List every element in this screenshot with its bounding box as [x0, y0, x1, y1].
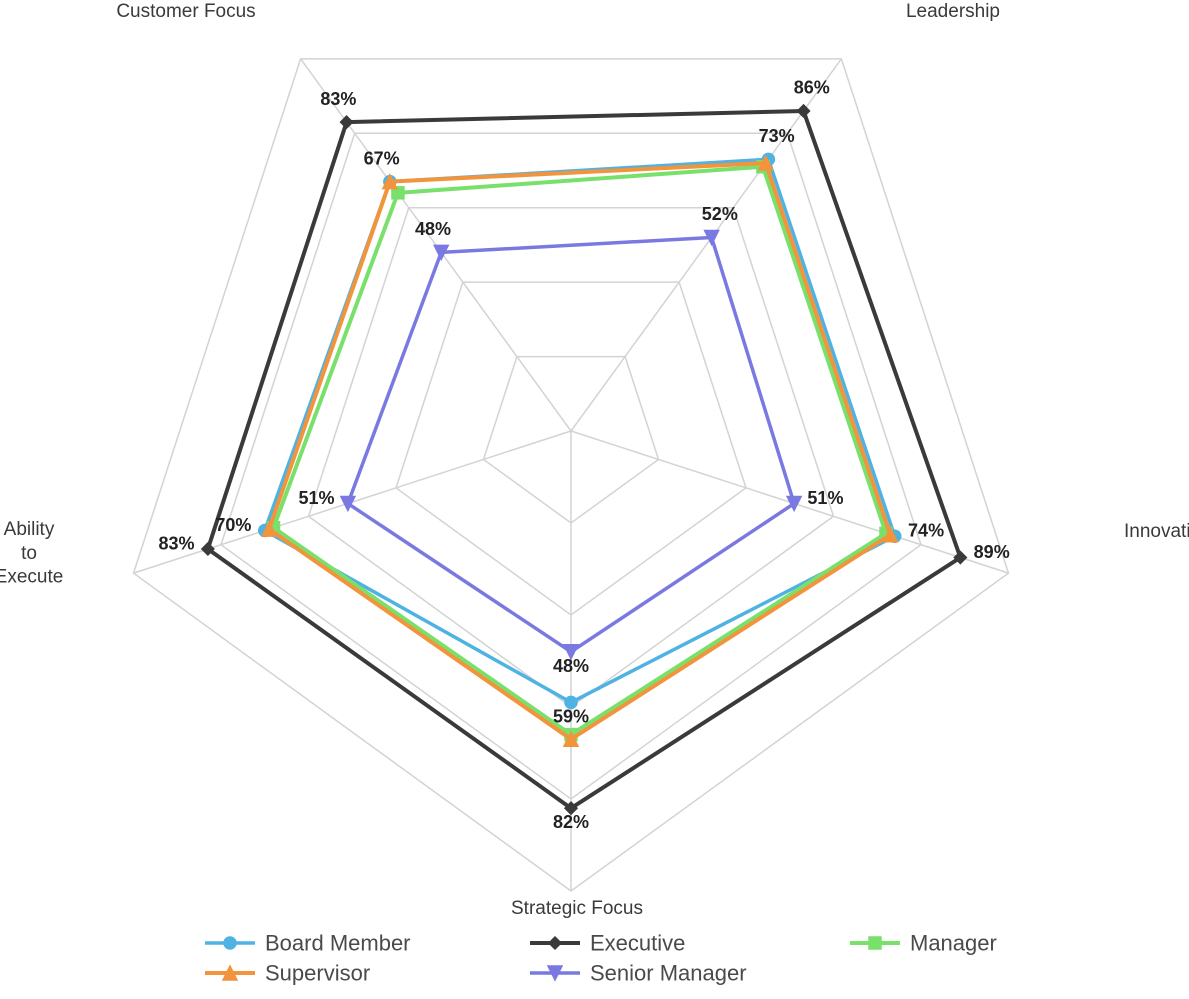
value-label: 82%: [553, 812, 589, 832]
value-label: 48%: [415, 219, 451, 239]
radar-chart: Customer Focus Leadership Innovation Strate…: [0, 0, 1189, 999]
value-label: 83%: [159, 533, 195, 553]
value-label: 52%: [702, 204, 738, 224]
axis-label: Strategic Focus: [511, 898, 643, 919]
legend-label: Manager: [910, 931, 997, 956]
legend-label: Executive: [590, 931, 685, 956]
legend-label: Board Member: [265, 931, 411, 956]
radar-chart-container: Customer Focus Leadership Innovation Strate…: [0, 0, 1189, 999]
value-label: 48%: [553, 656, 589, 676]
value-label: 74%: [908, 521, 944, 541]
legend-label: Supervisor: [265, 961, 370, 986]
axis-label: Customer Focus: [116, 1, 255, 22]
value-label: 83%: [320, 89, 356, 109]
value-label: 51%: [807, 488, 843, 508]
value-label: 89%: [974, 542, 1010, 562]
value-label: 59%: [553, 706, 589, 726]
legend-label: Senior Manager: [590, 961, 747, 986]
axis-label: Leadership: [906, 1, 1000, 22]
value-label: 67%: [364, 148, 400, 168]
value-label: 51%: [299, 488, 335, 508]
axis-label: Innovation: [1124, 521, 1189, 542]
marker-circle: [224, 937, 236, 949]
value-label: 73%: [759, 126, 795, 146]
value-label: 70%: [215, 515, 251, 535]
marker-square: [869, 937, 881, 949]
value-label: 86%: [794, 78, 830, 98]
